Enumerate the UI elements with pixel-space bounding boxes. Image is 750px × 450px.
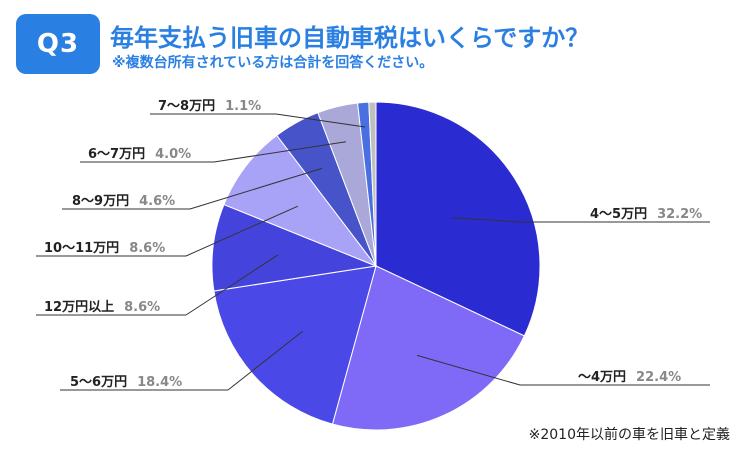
slice-label: 7～8万円 1.1% <box>158 99 261 114</box>
slice-label-value: 8.6% <box>129 241 165 256</box>
leader-line <box>185 205 299 257</box>
chart-title: 毎年支払う旧車の自動車税はいくらですか？ <box>110 24 590 52</box>
slice-label: 10～11万円 8.6% <box>44 241 165 256</box>
slice-label-name: 5～6万円 <box>70 375 127 390</box>
slice-label-name: 8～9万円 <box>72 194 129 209</box>
leader-line <box>213 141 346 163</box>
slice-label: ～4万円 22.4% <box>578 370 681 385</box>
chart-subtitle: ※複数台所有されている方は合計を回答ください。 <box>112 55 434 71</box>
slice-label-value: 18.4% <box>137 375 182 390</box>
slice-label-value: 4.6% <box>139 194 175 209</box>
slice-label: 4～5万円 32.2% <box>590 207 702 222</box>
slice-label-name: 10～11万円 <box>44 241 119 256</box>
slice-label-value: 22.4% <box>636 370 681 385</box>
leader-line <box>189 167 323 210</box>
pie-slice-～4万円 <box>331 265 526 431</box>
pie-slice-5～6万円 <box>213 265 377 425</box>
leader-line <box>275 113 366 128</box>
slice-label: 8～9万円 4.6% <box>72 194 175 209</box>
slice-label-value: 8.6% <box>124 300 160 315</box>
pie-slice-10～11万円 <box>223 134 378 268</box>
leader-line <box>227 331 303 391</box>
slice-label-name: 7～8万円 <box>158 99 215 114</box>
footnote: ※2010年以前の車を旧車と定義 <box>528 427 730 443</box>
leader-line <box>452 217 521 223</box>
slice-label-name: 6～7万円 <box>88 147 145 162</box>
leader-line <box>416 354 521 386</box>
slice-label: 6～7万円 4.0% <box>88 147 191 162</box>
slice-label-value: 1.1% <box>225 99 261 114</box>
slice-label: 12万円以上 8.6% <box>44 300 160 315</box>
slice-label-name: 4～5万円 <box>590 207 647 222</box>
leader-line <box>185 254 279 316</box>
slice-label-value: 4.0% <box>155 147 191 162</box>
slice-label-name: ～4万円 <box>578 370 626 385</box>
slice-label-value: 32.2% <box>657 207 702 222</box>
pie-slice-4～5万円 <box>375 101 541 337</box>
question-badge: Q3 <box>16 14 100 74</box>
slice-label-name: 12万円以上 <box>44 300 114 315</box>
slice-label: 5～6万円 18.4% <box>70 375 182 390</box>
pie-slice-other <box>368 101 377 267</box>
